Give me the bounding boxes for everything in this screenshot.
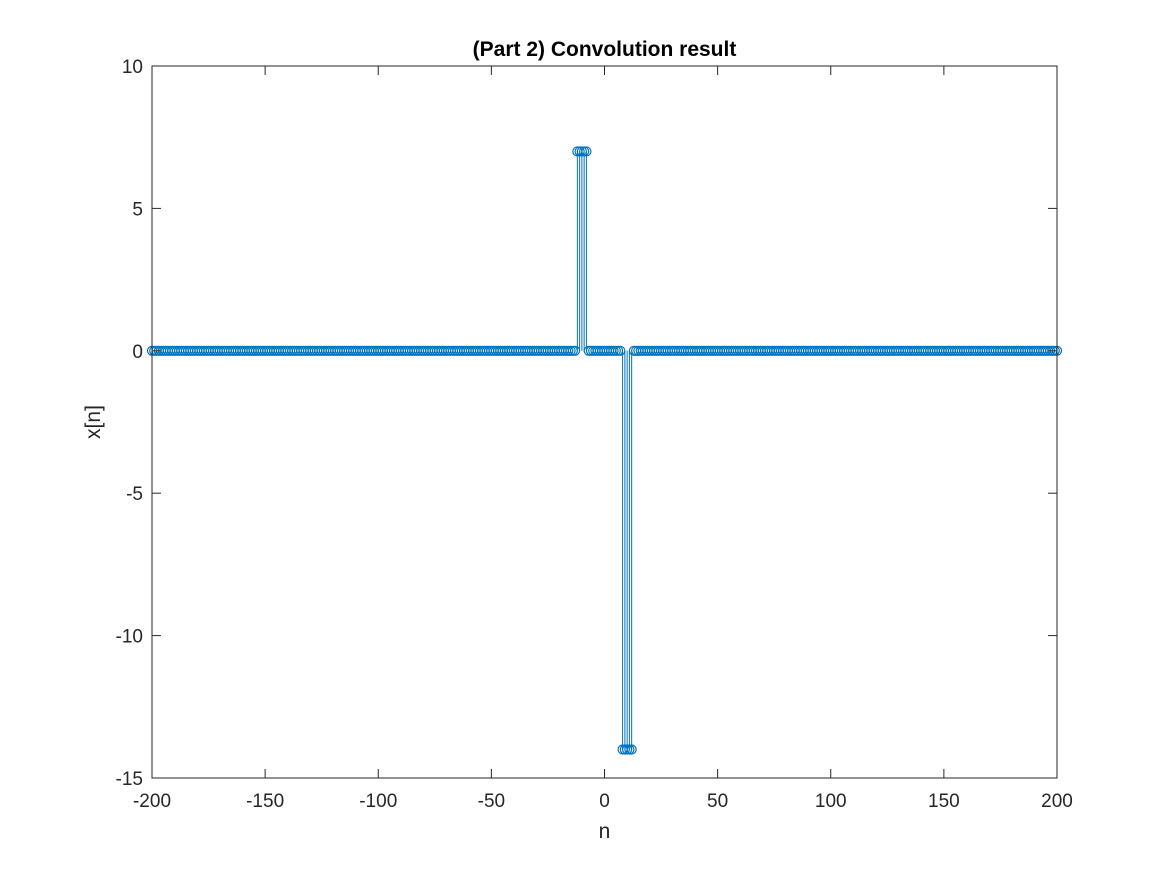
y-tick-label: 10: [122, 57, 143, 78]
stem-marker: [569, 345, 581, 356]
stems-layer: [576, 151, 633, 750]
y-tick-label: -15: [116, 769, 143, 790]
y-tick-label: -5: [126, 484, 143, 505]
x-tick-label: 0: [599, 791, 610, 812]
x-tick-label: -150: [246, 791, 284, 812]
ticks-layer: [151, 65, 1058, 779]
plot-area: [152, 66, 1057, 778]
x-tick-label: -50: [478, 791, 505, 812]
chart-title: (Part 2) Convolution result: [473, 38, 737, 61]
markers-layer: [146, 146, 1063, 755]
stem-marker: [626, 744, 637, 755]
x-tick-label: -100: [359, 791, 397, 812]
x-tick-label: 50: [707, 791, 728, 812]
x-tick-label: -200: [133, 791, 171, 812]
y-tick-label: 5: [132, 199, 143, 220]
x-tick-label: 100: [815, 791, 847, 812]
x-axis-label: n: [599, 820, 611, 843]
y-tick-label: 0: [132, 342, 143, 363]
x-tick-label: 200: [1041, 791, 1073, 812]
y-axis-label: x[n]: [82, 405, 105, 439]
x-tick-label: 150: [928, 791, 960, 812]
stem-marker: [581, 146, 592, 157]
y-tick-label: -10: [116, 627, 143, 648]
stem-marker: [615, 345, 626, 356]
